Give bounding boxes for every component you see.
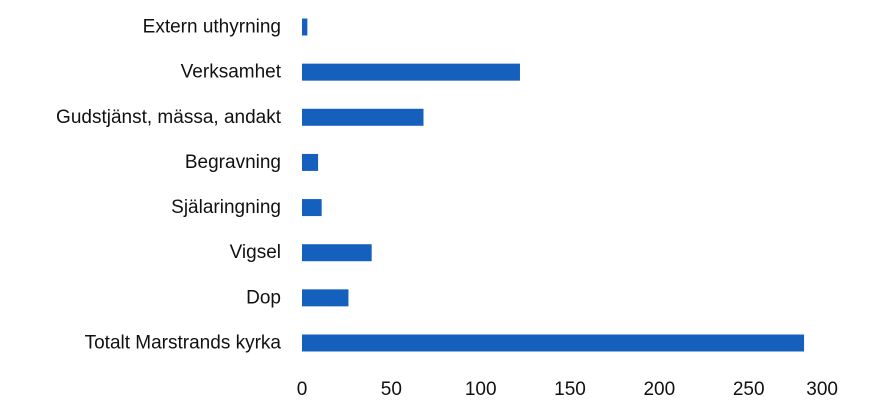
category-label: Vigsel xyxy=(230,242,281,263)
category-label: Totalt Marstrands kyrka xyxy=(85,333,282,354)
bar xyxy=(302,153,319,171)
x-axis-tick-labels: 0 50 100 150 200 250 300 xyxy=(297,379,838,400)
category-labels: Extern uthyrning Verksamhet Gudstjänst, mä… xyxy=(56,17,282,354)
category-label: Verksamhet xyxy=(181,62,282,83)
bar xyxy=(302,63,520,81)
x-tick-label: 300 xyxy=(806,379,838,400)
category-label: Extern uthyrning xyxy=(143,17,281,38)
category-label: Dop xyxy=(246,287,281,308)
x-tick-label: 0 xyxy=(297,379,308,400)
category-label: Begravning xyxy=(185,152,281,173)
bar xyxy=(302,334,805,352)
x-tick-label: 250 xyxy=(733,379,765,400)
bar xyxy=(302,244,372,262)
bar xyxy=(302,289,349,307)
bar xyxy=(302,18,308,36)
bars xyxy=(302,18,805,352)
category-label: Gudstjänst, mässa, andakt xyxy=(56,107,282,128)
x-tick-label: 100 xyxy=(465,379,497,400)
x-tick-label: 50 xyxy=(381,379,402,400)
x-tick-label: 200 xyxy=(643,379,675,400)
bar xyxy=(302,199,322,217)
category-label: Själaringning xyxy=(171,197,281,218)
bar xyxy=(302,108,424,126)
x-tick-label: 150 xyxy=(554,379,586,400)
